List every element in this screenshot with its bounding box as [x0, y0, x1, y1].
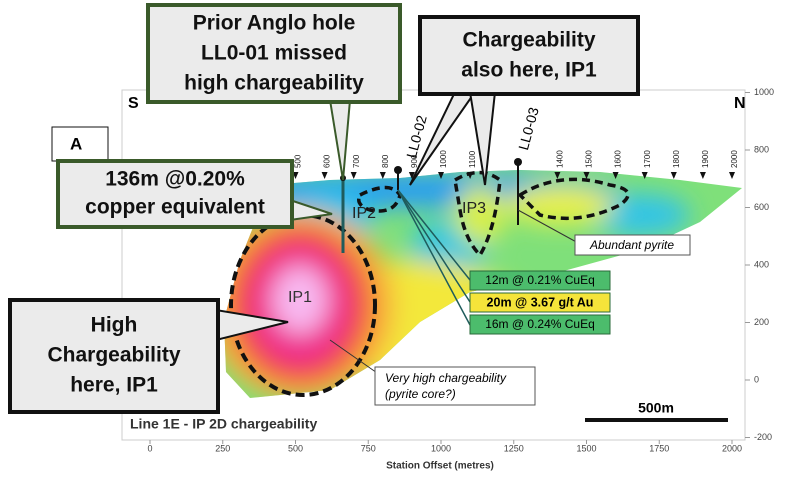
station-label: 1700 [643, 150, 652, 168]
callout-text: Chargeability [47, 344, 180, 367]
axes: 0 250 500 750 1000 1250 1500 1750 20001000800600… [147, 87, 774, 454]
x-tick-label: 0 [147, 443, 152, 453]
intercept: 12m @ 0.21% CuEq [485, 273, 595, 287]
x-tick-label: 1750 [649, 443, 669, 453]
blob [590, 193, 690, 237]
station-marker [729, 172, 735, 179]
station-label: 1500 [585, 150, 594, 168]
hole-trace [397, 189, 471, 303]
intercept-box [469, 314, 611, 335]
x-tick-label: 2000 [722, 443, 742, 453]
compass-north: N [734, 95, 746, 112]
compass-south: S [128, 95, 139, 112]
y-tick-label: 400 [754, 259, 769, 269]
callout-text: LL0-01 missed [201, 42, 347, 65]
station-marker [350, 172, 357, 179]
y-tick-label: 1000 [754, 87, 774, 97]
target-label: IP1 [288, 289, 312, 306]
station-label: 1100 [468, 150, 477, 168]
y-tick-label: 600 [754, 202, 769, 212]
callout-text: here, IP1 [70, 374, 158, 397]
leader [329, 339, 381, 376]
station-marker [612, 172, 619, 179]
callout-text: 136m @0.20% [105, 168, 245, 191]
intercept-box [469, 292, 611, 313]
station-marker [641, 172, 648, 179]
target-label: IP3 [462, 200, 486, 217]
blob [505, 185, 615, 225]
station-label: 2000 [730, 150, 739, 168]
station-marker [408, 172, 415, 179]
station-marker [670, 172, 677, 179]
callout-text: Prior Anglo hole [193, 12, 356, 35]
note: Abundant pyrite [589, 238, 674, 252]
callout-text: Chargeability [462, 29, 595, 52]
x-tick-label: 1500 [576, 443, 596, 453]
callout-box [8, 298, 220, 414]
y-tick-label: -200 [754, 432, 772, 442]
station-label: 1600 [614, 150, 623, 168]
station-label: 1900 [701, 150, 710, 168]
callout-box [56, 159, 294, 229]
panel-label-box [51, 126, 109, 162]
ip2-outline [357, 185, 402, 213]
intercept: 16m @ 0.24% CuEq [485, 317, 595, 331]
station-marker [583, 172, 590, 179]
intercept: 20m @ 3.67 g/t Au [487, 295, 594, 309]
station-label: 500 [294, 154, 303, 168]
callout-box [418, 15, 640, 96]
station-label: 1800 [672, 150, 681, 168]
x-tick-label: 250 [215, 443, 230, 453]
y-tick-label: 800 [754, 144, 769, 154]
x-tick-label: 500 [288, 443, 303, 453]
contours [224, 172, 690, 398]
x-tick-label: 1000 [431, 443, 451, 453]
hole-trace [397, 189, 471, 326]
station-marker [438, 172, 444, 179]
station-label: 1400 [556, 150, 565, 168]
callout-text: copper equivalent [85, 196, 265, 219]
ip3-outline [453, 170, 630, 258]
scale-label: 500m [638, 400, 674, 416]
x-tick-label: 750 [361, 443, 376, 453]
hole-trace [397, 189, 471, 281]
station-label: 600 [323, 154, 332, 168]
leader [517, 209, 581, 245]
station-label: 800 [381, 154, 390, 168]
callout-text: High [91, 314, 138, 337]
callout-box [146, 3, 402, 104]
station-label: 700 [352, 154, 361, 168]
station-label: 1000 [439, 150, 448, 168]
station-label: 900 [410, 154, 419, 168]
station-marker [554, 172, 561, 179]
station-marker [467, 172, 474, 179]
x-axis-label: Station Offset (metres) [386, 461, 494, 472]
callout-text: also here, IP1 [461, 59, 597, 82]
x-tick-label: 1250 [504, 443, 524, 453]
station-marker [699, 172, 706, 179]
station-marker [321, 172, 328, 179]
y-tick-label: 0 [754, 374, 759, 384]
note: Very high chargeability [385, 371, 507, 385]
y-tick-label: 200 [754, 317, 769, 327]
blob [272, 266, 328, 334]
note-box [574, 234, 691, 256]
note: (pyrite core?) [385, 387, 456, 401]
section-title: Line 1E - IP 2D chargeability [130, 416, 317, 432]
station-marker [379, 172, 386, 179]
target-label: IP2 [352, 205, 376, 222]
panel-label: A [70, 134, 82, 153]
note-box [374, 366, 536, 406]
callout-text: high chargeability [184, 72, 364, 95]
collar [514, 158, 522, 166]
intercept-box [469, 270, 611, 291]
collar [394, 166, 402, 174]
